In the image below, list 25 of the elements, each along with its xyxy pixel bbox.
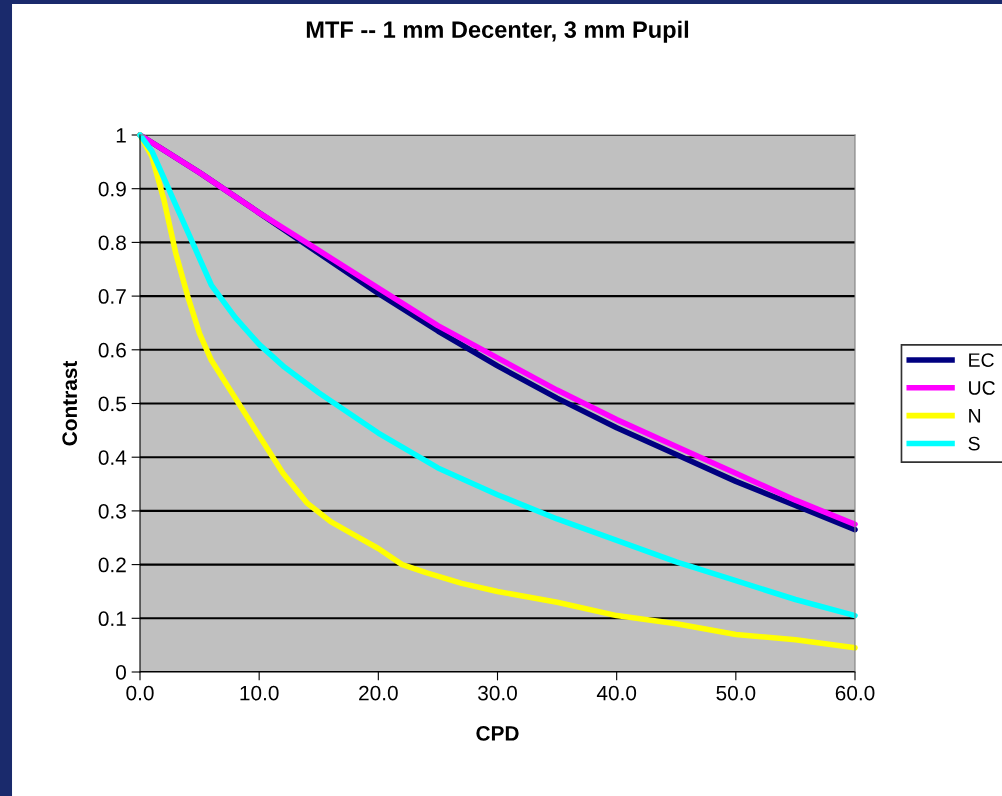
- y-tick-label: 0.8: [98, 235, 126, 251]
- y-tick-label: 0.2: [98, 557, 126, 573]
- x-tick-label: 0.0: [126, 685, 154, 701]
- y-tick-label: 0.3: [98, 503, 126, 519]
- y-tick-label: 0.1: [98, 611, 126, 627]
- y-tick-label: 0.5: [98, 396, 126, 412]
- x-tick-label: 20.0: [359, 685, 398, 701]
- y-tick-label: 0: [116, 665, 126, 680]
- legend-label: S: [968, 436, 980, 451]
- x-axis-title: CPD: [476, 726, 519, 741]
- y-tick-label: 1: [116, 128, 126, 143]
- y-tick-label: 0.9: [98, 181, 126, 197]
- x-tick-label: 60.0: [835, 685, 875, 701]
- x-tick-label: 10.0: [240, 685, 279, 701]
- y-tick-label: 0.7: [98, 289, 126, 304]
- y-tick-label: 0.4: [98, 450, 127, 465]
- x-tick-label: 50.0: [716, 685, 756, 701]
- chart-title: MTF -- 1 mm Decenter, 3 mm Pupil: [306, 20, 689, 43]
- legend-label: N: [969, 409, 981, 423]
- y-axis-title: Contrast: [62, 360, 78, 446]
- legend-label: UC: [969, 381, 995, 395]
- legend-label: EC: [969, 353, 994, 367]
- x-tick-label: 30.0: [478, 685, 517, 701]
- y-tick-label: 0.6: [98, 342, 126, 358]
- x-tick-label: 40.0: [596, 685, 637, 701]
